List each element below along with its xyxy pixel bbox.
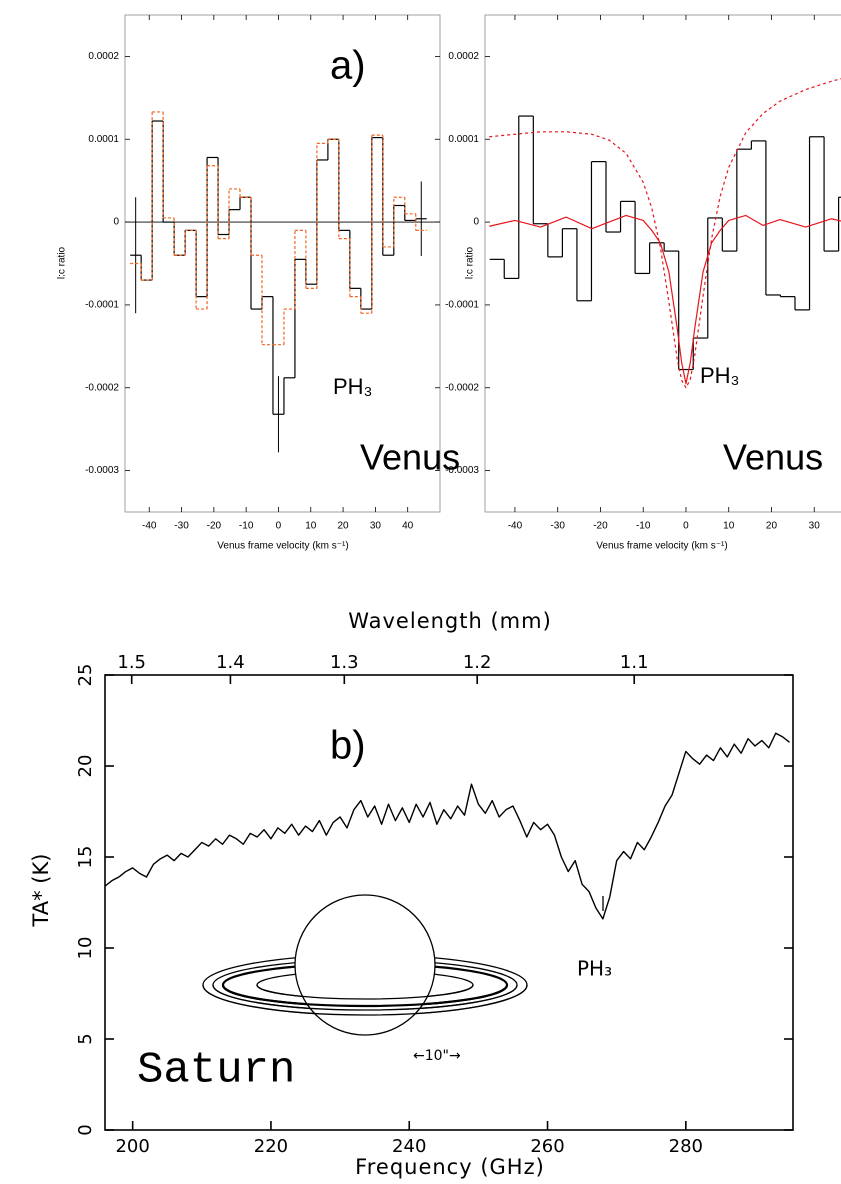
plot-frame <box>104 674 794 1131</box>
x-tick-label: -10 <box>239 521 254 532</box>
y-tick-label: -0.0001 <box>85 300 119 311</box>
x-axis-label: Venus frame velocity (km s⁻¹) <box>596 541 727 552</box>
ring-front <box>202 984 528 1016</box>
x2-tick-label: 1.5 <box>117 652 146 673</box>
y-tick-label: -0.0003 <box>445 465 479 476</box>
chart: 0 5 10 15 20 25 200 220 240 260 280 1.5 1.4 1.3 1.2 1.1… <box>29 609 794 1179</box>
x-tick-label: 0 <box>683 521 689 532</box>
y-tick-label: -0.0002 <box>85 382 119 393</box>
x-tick-label: -30 <box>550 521 565 532</box>
x-tick-label: 240 <box>392 1136 426 1157</box>
globe <box>294 894 436 1036</box>
y-tick-label: 15 <box>75 846 96 869</box>
y-tick-label: 0 <box>473 217 479 228</box>
x-tick-label: 30 <box>370 521 382 532</box>
x-tick-label: -10 <box>636 521 651 532</box>
x-tick-label: -20 <box>593 521 608 532</box>
y-axis-label: l:c ratio <box>57 246 68 279</box>
y-tick-label: -0.0002 <box>445 382 479 393</box>
x-tick-label: 200 <box>115 1136 149 1157</box>
x2-tick-label: 1.4 <box>216 652 245 673</box>
annotation: a) <box>330 44 366 88</box>
ring-front <box>221 984 509 1008</box>
x-axis-label: Frequency (GHz) <box>355 1155 545 1179</box>
x-tick-label: 280 <box>669 1136 703 1157</box>
annotation: Saturn <box>137 1046 295 1096</box>
plot-frame <box>484 14 841 513</box>
x-tick-label: 30 <box>809 521 821 532</box>
y-tick-label: 0 <box>113 217 119 228</box>
plot-area <box>130 111 427 453</box>
x-tick-label: -20 <box>207 521 222 532</box>
annotation: Venus <box>723 437 823 478</box>
y-tick-label: 0.0002 <box>448 51 479 62</box>
x-tick-label: 220 <box>254 1136 288 1157</box>
data-line <box>489 214 841 385</box>
y-axis-label: l:c ratio <box>465 246 476 279</box>
y-tick-label: 0 <box>75 1124 96 1135</box>
y-tick-label: 5 <box>75 1033 96 1044</box>
x-tick-label: -40 <box>508 521 523 532</box>
x-axis-label: Venus frame velocity (km s⁻¹) <box>217 541 348 552</box>
annotation: PH₃ <box>577 957 612 981</box>
x2-tick-label: 1.2 <box>463 652 492 673</box>
plot-area <box>105 732 790 920</box>
annotation: PH₃ <box>700 363 740 388</box>
x2-tick-label: 1.1 <box>620 652 649 673</box>
plot-frame <box>124 14 441 513</box>
y-tick-label: 0.0002 <box>88 51 119 62</box>
x-tick-label: 260 <box>530 1136 564 1157</box>
y-tick-label: 25 <box>75 664 96 687</box>
x-tick-label: 0 <box>276 521 282 532</box>
chart: 0.0002 0.0001 0 -0.0001 -0.0002 -0.0003 -40 -30… <box>445 14 841 552</box>
x-tick-label: 20 <box>766 521 778 532</box>
x2-tick-label: 1.3 <box>330 652 359 673</box>
annotation: ←10"→ <box>413 1048 461 1064</box>
x-tick-label: -30 <box>174 521 189 532</box>
x-tick-label: -40 <box>142 521 157 532</box>
annotation: PH₃ <box>333 374 373 399</box>
x-tick-label: 40 <box>402 521 414 532</box>
y-axis-label: TA* (K) <box>29 854 53 928</box>
annotation: Venus <box>360 437 460 478</box>
annotation: b) <box>330 724 366 768</box>
y-tick-label: -0.0001 <box>445 300 479 311</box>
y-tick-label: -0.0003 <box>85 465 119 476</box>
x-tick-label: 20 <box>338 521 350 532</box>
data-line <box>489 78 841 389</box>
y-tick-label: 0.0001 <box>448 134 479 145</box>
y-tick-label: 20 <box>75 755 96 778</box>
plot-area <box>489 78 841 389</box>
y-tick-label: 0.0001 <box>88 134 119 145</box>
data-line <box>105 732 790 920</box>
chart: 0.0002 0.0001 0 -0.0001 -0.0002 -0.0003 -40 -30… <box>57 14 460 552</box>
y-tick-label: 10 <box>75 937 96 960</box>
x2-axis-label: Wavelength (mm) <box>348 609 552 633</box>
x-tick-label: 10 <box>305 521 317 532</box>
saturn-sketch <box>202 894 528 1036</box>
x-tick-label: 10 <box>723 521 735 532</box>
